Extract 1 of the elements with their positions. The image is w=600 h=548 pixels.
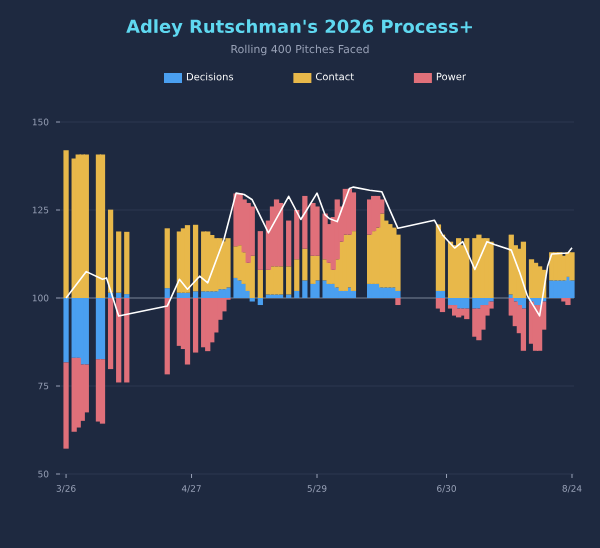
chart-title: Adley Rutschman's 2026 Process+ xyxy=(126,19,472,37)
